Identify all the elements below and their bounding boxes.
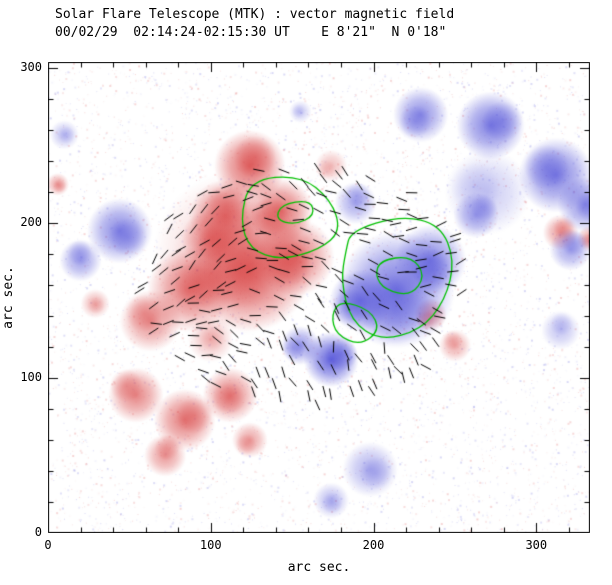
y-tick-label: 200	[20, 215, 42, 230]
magnetogram-plot	[48, 62, 590, 533]
y-tick-label: 0	[34, 525, 42, 539]
x-tick-label: 300	[525, 538, 548, 552]
x-tick-label: 100	[199, 538, 222, 552]
y-tick-label: 300	[20, 60, 42, 75]
x-tick-label: 200	[362, 538, 385, 552]
figure-title: Solar Flare Telescope (MTK) : vector mag…	[55, 7, 455, 22]
y-axis-label: arc sec.	[0, 266, 16, 329]
figure-subtitle: 00/02/29 02:14:24-02:15:30 UT E 8'21" N …	[55, 25, 447, 40]
y-tick-label: 100	[20, 370, 42, 385]
x-tick-label: 0	[44, 538, 52, 552]
x-axis-label: arc sec.	[287, 560, 351, 575]
y-axis-label-box: arc sec.	[0, 62, 16, 533]
